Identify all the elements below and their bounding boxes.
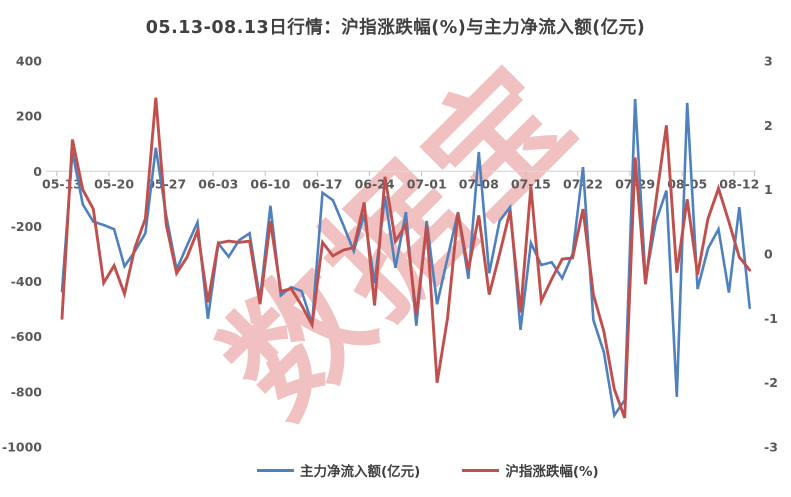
x-axis-label: 06-24 xyxy=(355,176,395,191)
x-axis-label: 07-01 xyxy=(407,176,447,191)
legend-item-index-change: 沪指涨跌幅(%) xyxy=(462,460,599,480)
left-axis-tick-label: 0 xyxy=(33,164,42,179)
left-axis-tick-label: 200 xyxy=(16,109,42,124)
legend-item-main-inflow: 主力净流入额(亿元) xyxy=(257,460,420,480)
left-axis-tick-label: -200 xyxy=(11,219,43,234)
x-axis-label: 07-15 xyxy=(511,176,551,191)
right-axis-tick-label: 3 xyxy=(764,54,773,69)
left-axis-tick-label: -400 xyxy=(11,274,43,289)
x-axis-label: 08-05 xyxy=(667,176,707,191)
x-axis-label: 05-27 xyxy=(146,176,186,191)
right-axis-tick-label: -3 xyxy=(764,440,778,455)
x-axis-label: 05-13 xyxy=(42,176,82,191)
index-change-line xyxy=(60,97,752,419)
right-axis-tick-label: -2 xyxy=(764,375,778,390)
left-axis-tick-label: -1000 xyxy=(2,440,42,455)
chart-title: 05.13-08.13日行情：沪指涨跌幅(%)与主力净流入额(亿元) xyxy=(145,18,646,38)
right-axis-tick-label: -1 xyxy=(764,311,778,326)
x-axis-label: 06-10 xyxy=(250,176,290,191)
left-axis-tick-label: -600 xyxy=(11,329,43,344)
x-axis-label: 05-20 xyxy=(94,176,134,191)
legend-label-index-change: 沪指涨跌幅(%) xyxy=(505,464,599,480)
x-axis-label: 07-08 xyxy=(459,176,499,191)
chart-legend: 主力净流入额(亿元) 沪指涨跌幅(%) xyxy=(257,460,599,480)
x-axis-label: 06-03 xyxy=(198,176,238,191)
left-axis-tick-label: -800 xyxy=(11,384,43,399)
legend-label-main-inflow: 主力净流入额(亿元) xyxy=(300,464,421,480)
blue-line-swatch xyxy=(257,468,294,472)
right-axis-tick-label: 0 xyxy=(764,247,773,262)
red-line-swatch xyxy=(462,468,500,472)
right-axis-tick-label: 2 xyxy=(764,118,773,133)
x-axis-label: 08-12 xyxy=(719,176,759,191)
left-axis-tick-label: 400 xyxy=(16,54,42,69)
right-axis-tick-label: 1 xyxy=(764,182,773,197)
x-axis-label: 06-17 xyxy=(303,176,343,191)
